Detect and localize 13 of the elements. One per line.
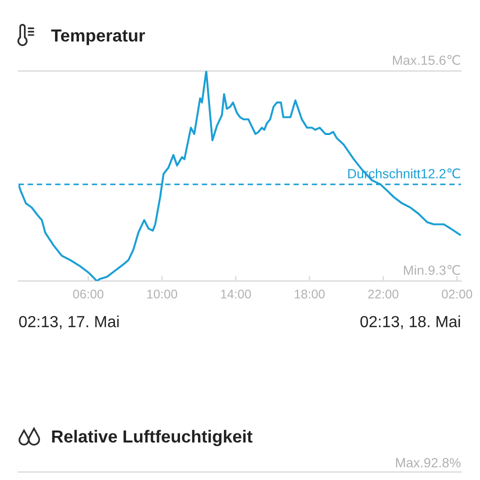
x-tick-label: 22:00 (368, 290, 398, 299)
annotation: Min.9.3℃ (404, 264, 460, 275)
text: 02:13, 18. Mai (360, 316, 460, 330)
chart-title: Temperatur (51, 30, 145, 46)
ref-line-label: Max.15.6℃ (392, 54, 460, 65)
x-tick-label: 10:00 (147, 290, 178, 299)
text: Relative Luftfeuchtigkeit (52, 430, 252, 446)
text: 02:13, 17. Mai (19, 316, 119, 330)
x-tick-label: 06:00 (73, 290, 104, 299)
text: Max.92.8% (396, 458, 461, 468)
x-tick-label: 14:00 (221, 290, 251, 299)
x-tick-label: 18:00 (294, 290, 325, 299)
x-tick-label: 02:00 (442, 290, 472, 299)
